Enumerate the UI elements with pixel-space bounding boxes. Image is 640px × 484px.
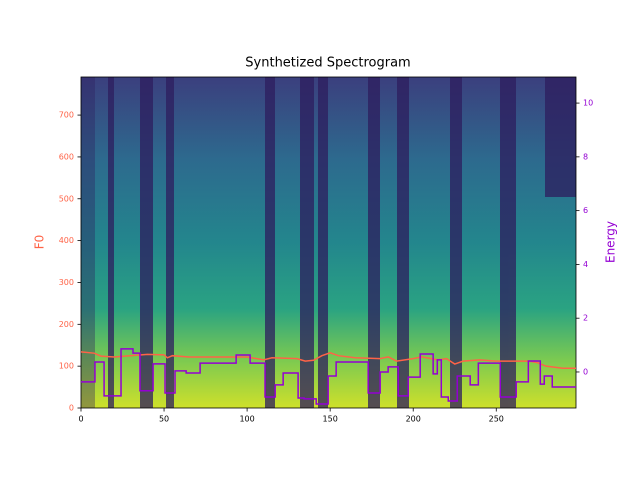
y-tick-label: 300 xyxy=(59,278,74,287)
y2-tick-label: 2 xyxy=(583,314,588,323)
y-tick-label: 600 xyxy=(59,152,74,161)
x-tick-label: 150 xyxy=(323,415,338,424)
y2-tick-label: 6 xyxy=(583,206,588,215)
y2-tick-label: 8 xyxy=(583,152,588,161)
y2-tick-label: 4 xyxy=(583,260,588,269)
y-tick-label: 400 xyxy=(59,236,74,245)
y-tick-label: 500 xyxy=(59,194,74,203)
x-tick-label: 0 xyxy=(78,415,83,424)
x-tick-label: 50 xyxy=(159,415,169,424)
chart-title: Synthetized Spectrogram xyxy=(245,56,410,71)
series-line xyxy=(81,348,576,405)
y2-axis-label: Energy xyxy=(604,221,618,263)
plot-frame xyxy=(80,76,577,409)
y-tick-label: 0 xyxy=(69,404,74,413)
y-tick-label: 200 xyxy=(59,320,74,329)
x-tick-label: 200 xyxy=(406,415,421,424)
series-line xyxy=(80,351,576,369)
y2-tick-label: 10 xyxy=(583,99,593,108)
x-tick-label: 250 xyxy=(489,415,504,424)
x-tick-label: 100 xyxy=(239,415,254,424)
y2-tick-label: 0 xyxy=(583,367,588,376)
y-tick-label: 700 xyxy=(59,111,74,120)
y-tick-label: 100 xyxy=(59,362,74,371)
y-axis-label: F0 xyxy=(33,235,47,250)
spectrogram-gaps xyxy=(81,77,576,408)
